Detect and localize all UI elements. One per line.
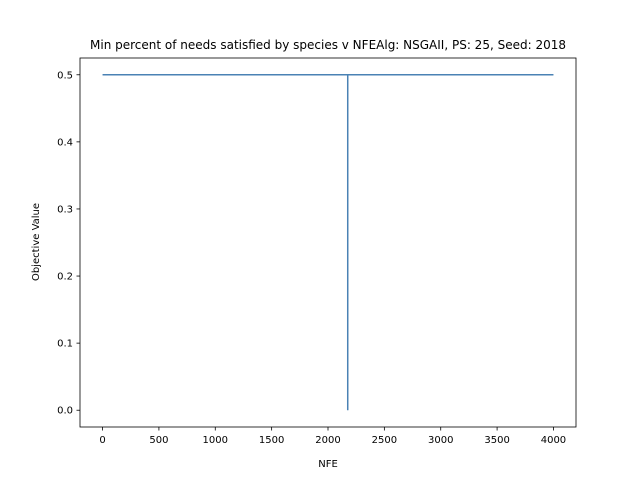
x-tick-label: 3500 xyxy=(484,435,509,446)
chart-title: Min percent of needs satisfied by specie… xyxy=(90,38,566,52)
x-tick-label: 500 xyxy=(149,435,168,446)
x-tick-label: 2500 xyxy=(372,435,397,446)
y-axis-label: Objective Value xyxy=(31,203,42,281)
y-tick-label: 0.5 xyxy=(57,70,73,81)
x-tick-label: 4000 xyxy=(541,435,566,446)
x-tick-label: 1000 xyxy=(203,435,228,446)
x-axis-label: NFE xyxy=(318,459,338,470)
y-tick-label: 0.2 xyxy=(57,272,73,283)
series-line-0 xyxy=(102,74,554,411)
plot-area: 0 500 1000 1500 2000 2500 3000 3500 4000 0.0 0.1 0.… xyxy=(57,57,577,446)
x-tick-label: 1500 xyxy=(259,435,284,446)
y-tick-label: 0.0 xyxy=(57,406,73,417)
y-tick-label: 0.3 xyxy=(57,204,73,215)
x-tick-label: 2000 xyxy=(315,435,340,446)
y-tick-label: 0.1 xyxy=(57,339,73,350)
x-tick-label: 3000 xyxy=(428,435,453,446)
x-tick-label: 0 xyxy=(99,435,105,446)
y-tick-label: 0.4 xyxy=(57,137,73,148)
